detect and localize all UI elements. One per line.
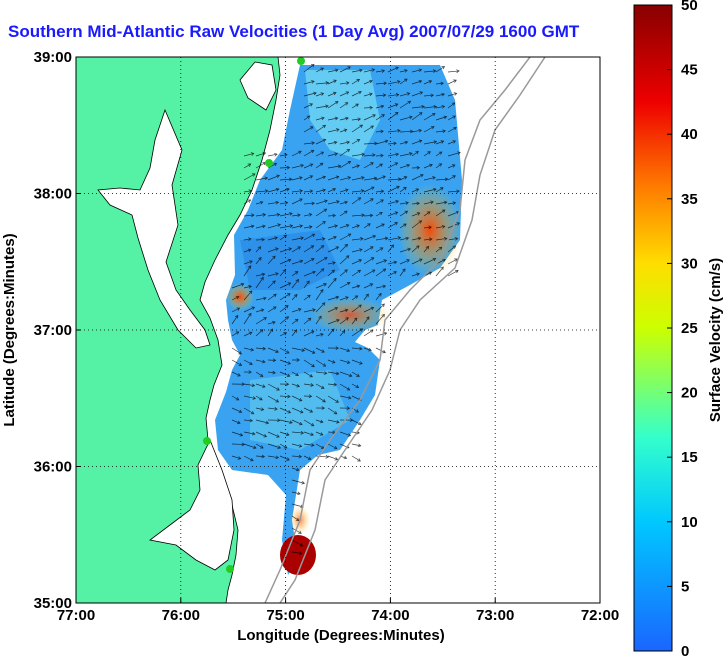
sound-water xyxy=(149,439,235,571)
colorbar-tick-label: 25 xyxy=(681,320,698,337)
radar-station xyxy=(226,565,234,573)
colorbar-tick-label: 10 xyxy=(681,514,698,531)
bay-water xyxy=(97,108,211,349)
delaware-bay xyxy=(239,61,277,111)
x-tick-label: 73:00 xyxy=(476,607,514,624)
x-axis: 77:00 76:00 75:00 74:00 73:00 72:00 xyxy=(57,598,619,624)
y-tick-label: 35:00 xyxy=(34,595,72,612)
colorbar-tick-label: 0 xyxy=(681,643,689,659)
x-tick-label: 74:00 xyxy=(371,607,409,624)
shelf-break-contour xyxy=(264,57,531,603)
map-title: Southern Mid-Atlantic Raw Velocities (1 … xyxy=(8,22,580,41)
y-tick-label: 38:00 xyxy=(34,186,72,203)
radar-station xyxy=(297,57,305,65)
x-tick-label: 75:00 xyxy=(266,607,304,624)
x-axis-label: Longitude (Degrees:Minutes) xyxy=(237,627,445,644)
x-tick-label: 72:00 xyxy=(581,607,619,624)
colorbar-tick-label: 30 xyxy=(681,255,698,272)
y-tick-label: 39:00 xyxy=(34,49,72,66)
colorbar-tick-label: 40 xyxy=(681,126,698,143)
y-tick-label: 37:00 xyxy=(34,322,72,339)
velocity-field xyxy=(215,64,462,575)
x-tick-label: 77:00 xyxy=(57,607,95,624)
colorbar-tick-label: 45 xyxy=(681,62,698,79)
colorbar-label: Surface Velocity (cm/s) xyxy=(707,258,724,422)
radar-station xyxy=(203,437,211,445)
map-plot-area xyxy=(76,57,600,603)
colorbar-tick-label: 15 xyxy=(681,449,698,466)
x-tick-label: 76:00 xyxy=(162,607,200,624)
map-grid xyxy=(76,57,600,603)
radar-station xyxy=(265,159,273,167)
y-axis: 39:00 38:00 37:00 36:00 35:00 xyxy=(34,49,81,612)
colorbar-tick-label: 35 xyxy=(681,191,698,208)
y-axis-label: Latitude (Degrees:Minutes) xyxy=(1,233,18,426)
colorbar xyxy=(633,4,673,652)
colorbar-tick-label: 20 xyxy=(681,385,698,402)
y-tick-label: 36:00 xyxy=(34,459,72,476)
colorbar-tick-label: 50 xyxy=(681,0,698,14)
colorbar-tick-label: 5 xyxy=(681,578,689,595)
